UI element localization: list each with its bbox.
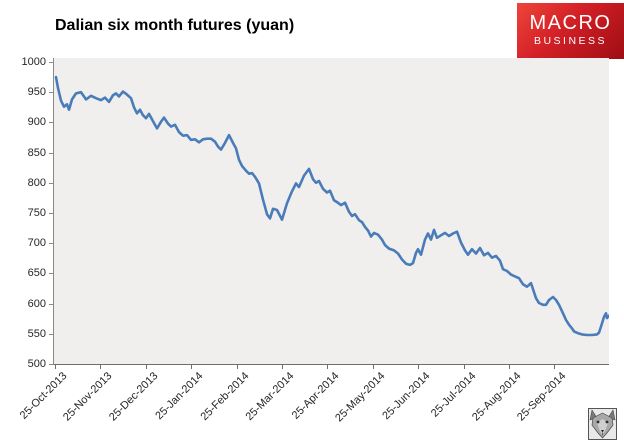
macrobusiness-logo: MACRO BUSINESS	[517, 3, 624, 59]
plot-area	[53, 58, 609, 365]
logo-text-macro: MACRO	[529, 12, 612, 35]
x-axis-tick	[55, 365, 56, 369]
x-axis-tick	[191, 365, 192, 369]
y-axis-tick	[49, 152, 53, 154]
wolf-watermark	[588, 408, 617, 440]
series-path	[54, 75, 609, 337]
x-axis-tick	[554, 365, 555, 369]
y-axis-tick	[49, 364, 53, 365]
y-axis-label: 900	[27, 116, 46, 129]
y-axis-tick	[49, 62, 53, 63]
wolf-icon	[589, 409, 616, 439]
x-axis-tick	[373, 365, 374, 369]
chart-title: Dalian six month futures (yuan)	[55, 17, 295, 34]
x-axis-label: 25-Jun-2014	[380, 370, 433, 423]
x-axis-tick	[418, 365, 419, 369]
y-axis-tick	[49, 243, 53, 245]
x-axis-label: 25-Dec-2013	[107, 370, 161, 424]
y-axis-label: 850	[27, 146, 46, 159]
x-axis-tick	[237, 365, 238, 369]
y-axis-label: 750	[27, 207, 46, 219]
x-axis-tick	[146, 365, 147, 369]
price-line-series	[54, 75, 609, 337]
y-axis-label: 700	[27, 237, 46, 250]
y-axis-label: 550	[27, 327, 46, 340]
y-axis-label: 1000	[21, 56, 46, 68]
y-axis-tick	[49, 273, 53, 275]
x-axis-tick	[464, 365, 465, 369]
y-axis-label: 650	[27, 267, 46, 280]
x-axis-tick	[100, 365, 101, 369]
y-axis-label: 950	[27, 86, 46, 99]
logo-text-business: BUSINESS	[533, 35, 608, 48]
y-axis-label: 800	[27, 176, 46, 189]
y-axis-tick	[49, 92, 53, 94]
y-axis-tick	[49, 213, 53, 214]
y-axis-tick	[49, 122, 53, 124]
y-axis-tick	[49, 182, 53, 184]
y-axis-label: 600	[27, 297, 46, 310]
x-axis-tick	[282, 365, 283, 369]
y-axis-tick	[49, 303, 53, 305]
x-axis-tick	[327, 365, 328, 369]
y-axis-tick	[49, 333, 53, 335]
y-axis-label: 500	[27, 358, 46, 370]
x-axis-tick	[509, 365, 510, 369]
